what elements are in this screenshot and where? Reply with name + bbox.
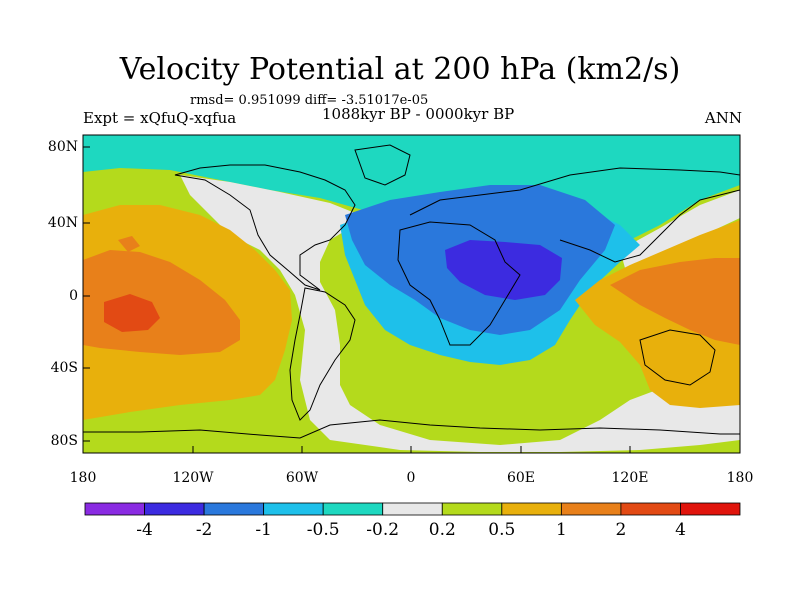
lon-tick-label: 120W bbox=[172, 470, 214, 486]
coast-antarctica bbox=[83, 419, 740, 439]
lon-tick-label: 180 bbox=[69, 470, 97, 486]
lat-tick-label: 0 bbox=[69, 288, 78, 304]
colorbar-swatch bbox=[322, 502, 384, 516]
lat-tick-label: 40S bbox=[50, 360, 78, 376]
colorbar-label: 0.2 bbox=[428, 520, 456, 540]
colorbar-label: 4 bbox=[675, 520, 686, 540]
colorbar-swatch bbox=[620, 502, 681, 516]
colorbar-swatch bbox=[560, 502, 622, 516]
colorbar-label: 0.5 bbox=[488, 520, 516, 540]
colorbar-swatch bbox=[263, 502, 324, 516]
lon-tick-label: 0 bbox=[406, 470, 416, 486]
lon-tick-label: 180 bbox=[726, 470, 754, 486]
colorbar-swatch bbox=[382, 502, 443, 516]
period-label: 1088kyr BP - 0000kyr BP bbox=[322, 105, 515, 123]
lon-tick-label: 60E bbox=[506, 470, 536, 486]
lon-tick-label: 60W bbox=[285, 470, 319, 486]
contour-neutral-band-west bbox=[180, 175, 740, 452]
contour-deep-blue-minimum bbox=[445, 240, 562, 300]
plot-title: Velocity Potential at 200 hPa (km2/s) bbox=[119, 52, 681, 87]
contour-orange-east-pacific bbox=[610, 258, 740, 345]
coast-africa bbox=[397, 221, 521, 346]
colorbar-label: -0.5 bbox=[306, 520, 340, 540]
axis-ticks bbox=[83, 146, 631, 453]
coastlines bbox=[83, 144, 740, 439]
colorbar bbox=[84, 502, 741, 516]
experiment-label: Expt = xQfuQ-xqfua bbox=[83, 109, 237, 127]
contour-neutral-band-east bbox=[620, 190, 740, 268]
contour-orange-blob bbox=[118, 236, 140, 252]
colorbar-swatch bbox=[501, 502, 562, 516]
colorbar-swatch bbox=[441, 502, 503, 516]
lat-tick-label: 80S bbox=[50, 433, 78, 449]
colorbar-label: 1 bbox=[555, 520, 567, 540]
coast-eurasia bbox=[409, 167, 740, 263]
stats-text: rmsd= 0.951099 diff= -3.51017e-05 bbox=[190, 93, 429, 108]
coast-north-america bbox=[174, 164, 356, 291]
colorbar-label: 2 bbox=[615, 520, 627, 540]
colorbar-swatch bbox=[84, 502, 145, 516]
lat-tick-label: 80N bbox=[47, 139, 78, 155]
lon-tick-label: 120E bbox=[611, 470, 649, 486]
colorbar-label: -0.2 bbox=[366, 520, 400, 540]
season-label: ANN bbox=[704, 109, 742, 127]
coast-australia bbox=[639, 329, 716, 386]
contour-fill-layer bbox=[83, 135, 740, 453]
coast-south-america bbox=[289, 287, 356, 421]
colorbar-swatch bbox=[680, 502, 741, 516]
colorbar-swatch bbox=[144, 502, 205, 516]
colorbar-label: -1 bbox=[255, 520, 272, 540]
colorbar-label: -4 bbox=[136, 520, 153, 540]
contour-red-orange-west-maximum bbox=[104, 294, 160, 332]
colorbar-label: -2 bbox=[195, 520, 213, 540]
lat-tick-label: 40N bbox=[47, 215, 78, 231]
coast-greenland bbox=[354, 144, 411, 186]
contour-cyan-spot bbox=[385, 308, 402, 322]
colorbar-swatch bbox=[203, 502, 265, 516]
